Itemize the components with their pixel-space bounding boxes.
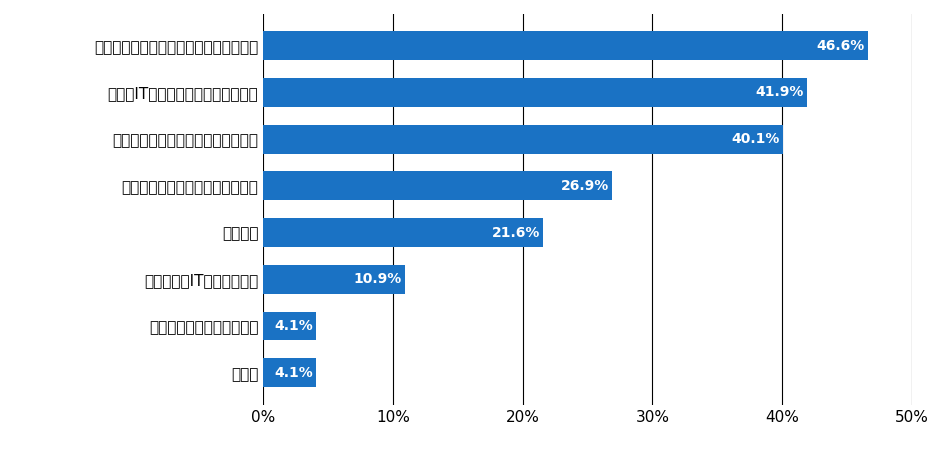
Bar [263, 265, 404, 294]
Text: 46.6%: 46.6% [816, 39, 865, 53]
Text: 10.9%: 10.9% [353, 272, 401, 286]
Text: 4.1%: 4.1% [274, 366, 313, 380]
Bar [263, 218, 543, 247]
Text: 40.1%: 40.1% [731, 132, 780, 146]
Bar [263, 171, 612, 200]
Bar [263, 78, 807, 107]
Bar [263, 358, 317, 387]
Text: 21.6%: 21.6% [492, 225, 540, 239]
Text: 41.9%: 41.9% [755, 86, 804, 99]
Bar [263, 125, 783, 153]
Text: 4.1%: 4.1% [274, 319, 313, 333]
Text: 26.9%: 26.9% [560, 179, 609, 193]
Bar [263, 32, 868, 60]
Bar [263, 311, 317, 341]
